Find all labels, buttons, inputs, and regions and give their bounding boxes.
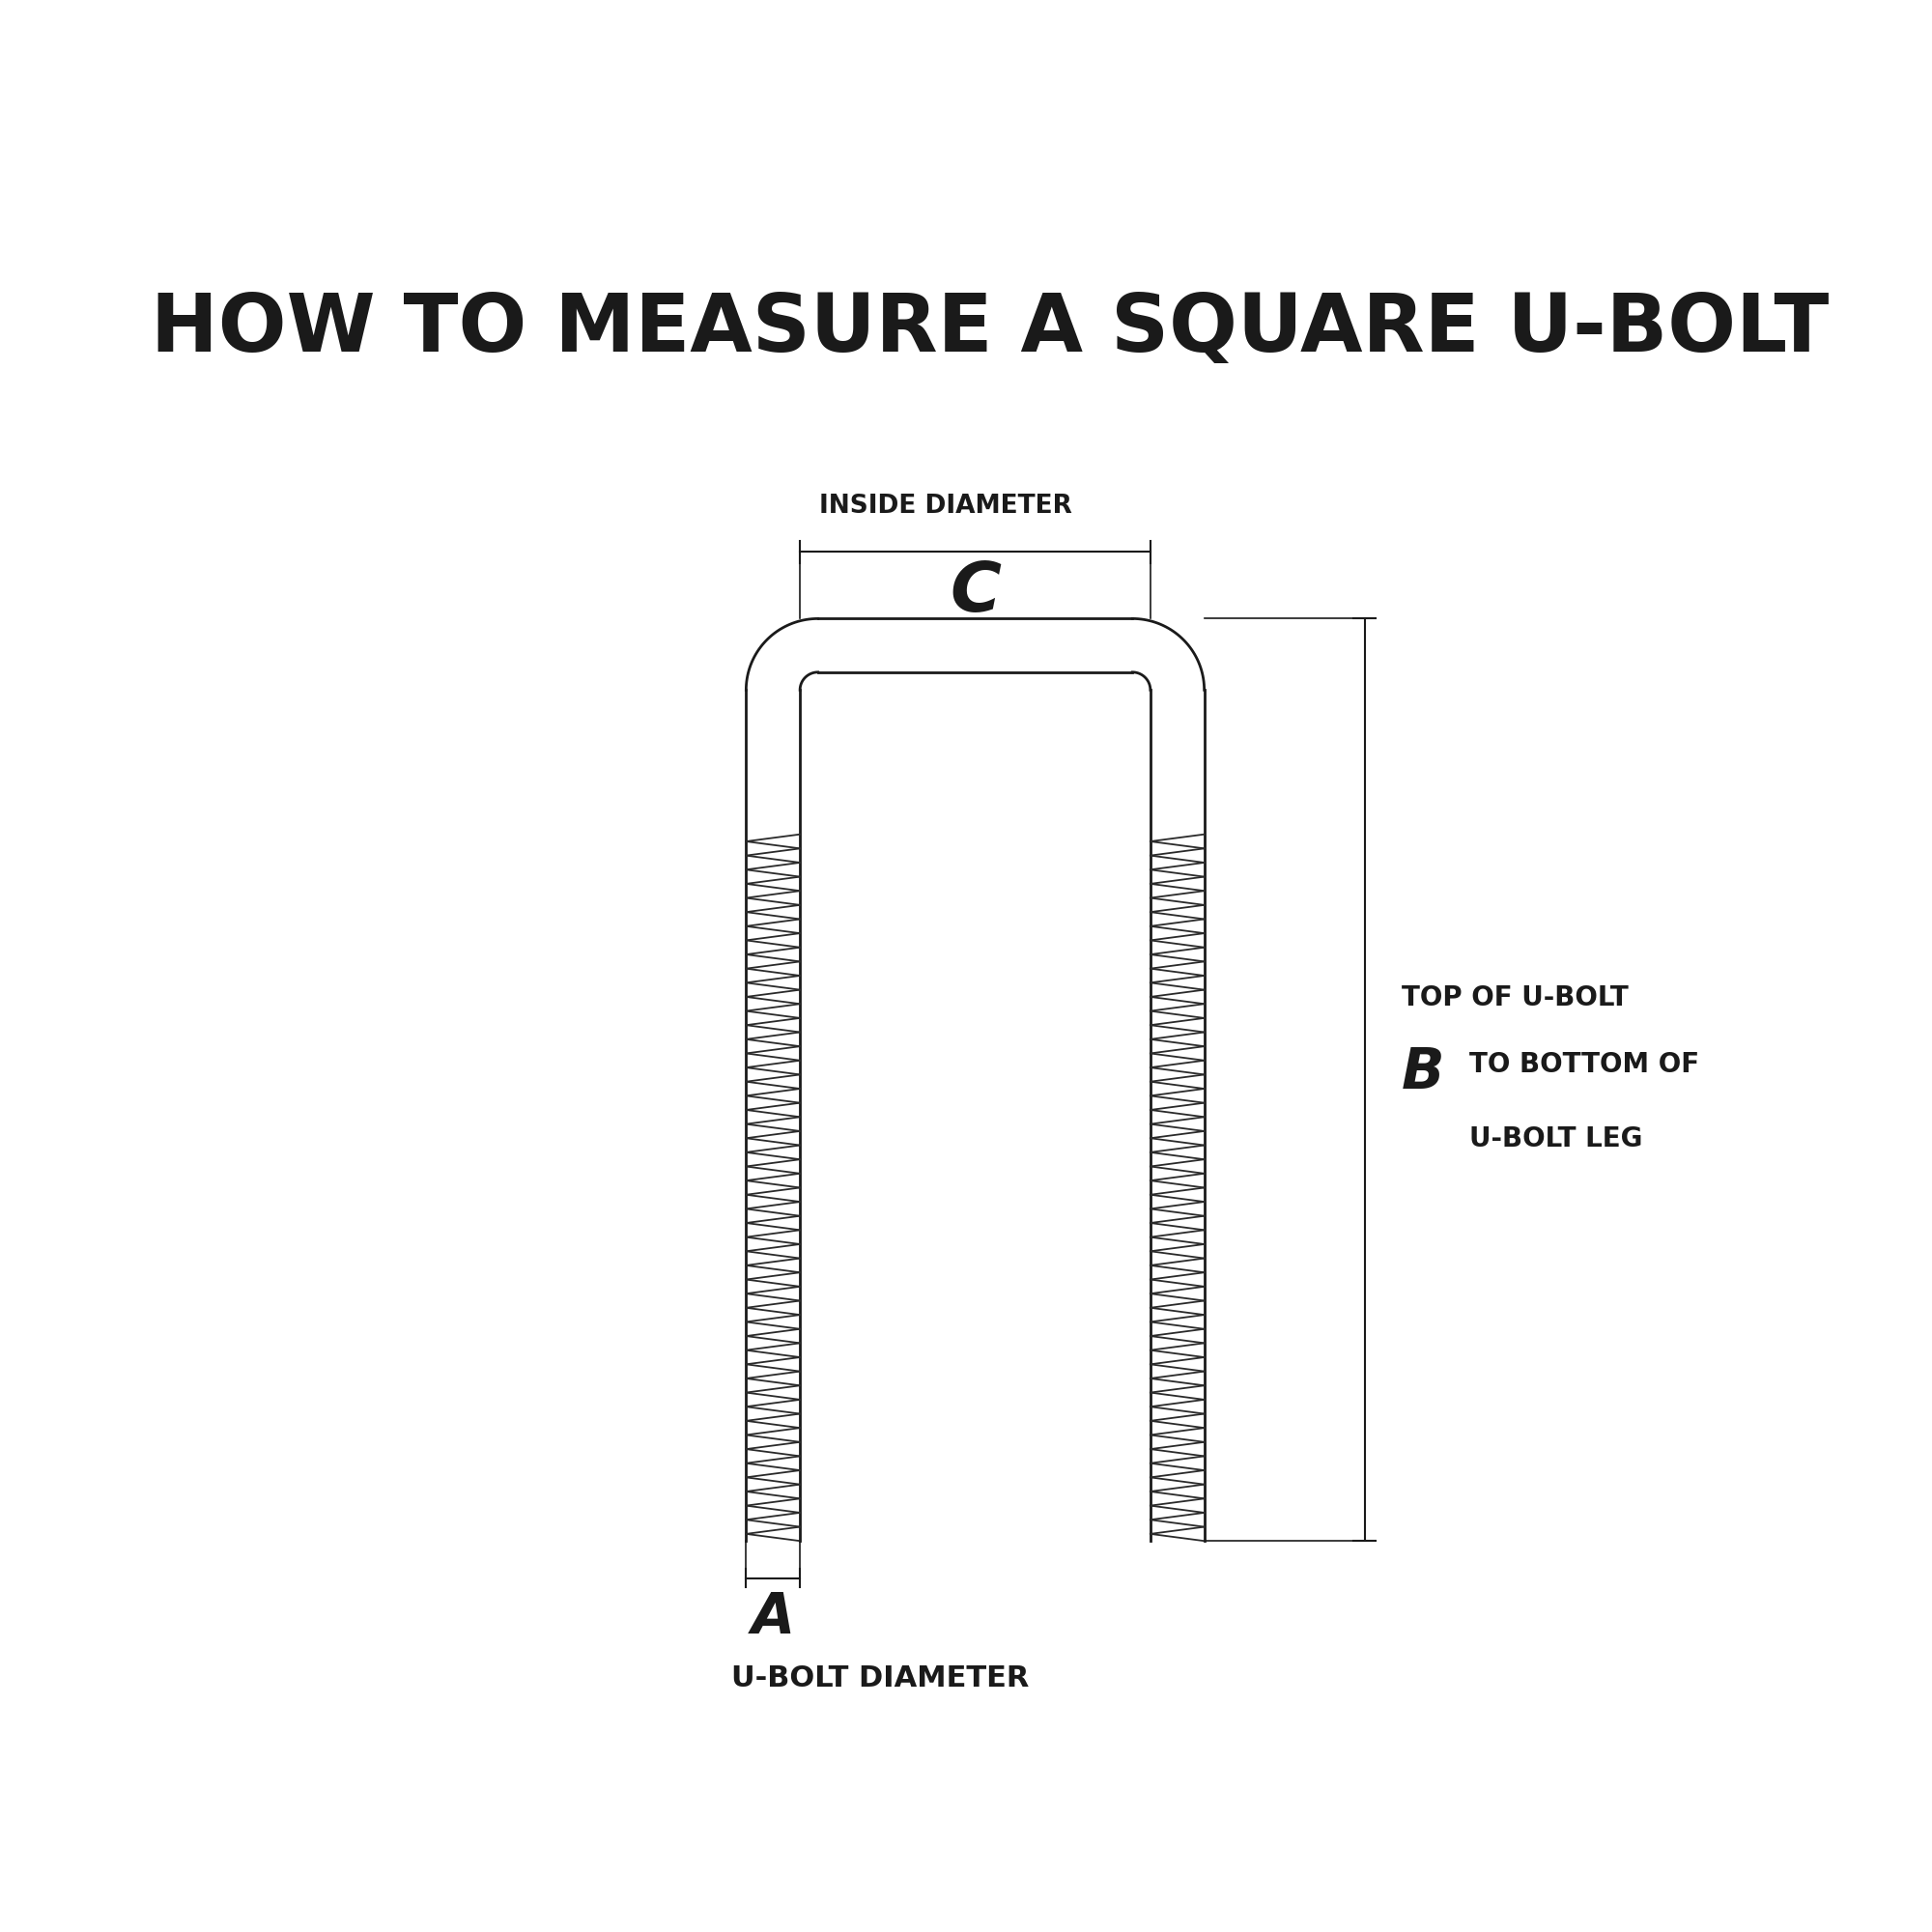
Text: U-BOLT LEG: U-BOLT LEG xyxy=(1470,1126,1642,1153)
Text: TO BOTTOM OF: TO BOTTOM OF xyxy=(1470,1051,1700,1078)
Text: C: C xyxy=(951,558,1001,626)
Text: TOP OF U-BOLT: TOP OF U-BOLT xyxy=(1403,985,1629,1012)
Text: B: B xyxy=(1403,1045,1445,1099)
Text: U-BOLT DIAMETER: U-BOLT DIAMETER xyxy=(730,1665,1030,1692)
Text: INSIDE DIAMETER: INSIDE DIAMETER xyxy=(819,495,1072,520)
Text: HOW TO MEASURE A SQUARE U-BOLT: HOW TO MEASURE A SQUARE U-BOLT xyxy=(151,290,1830,367)
Text: A: A xyxy=(752,1590,794,1646)
